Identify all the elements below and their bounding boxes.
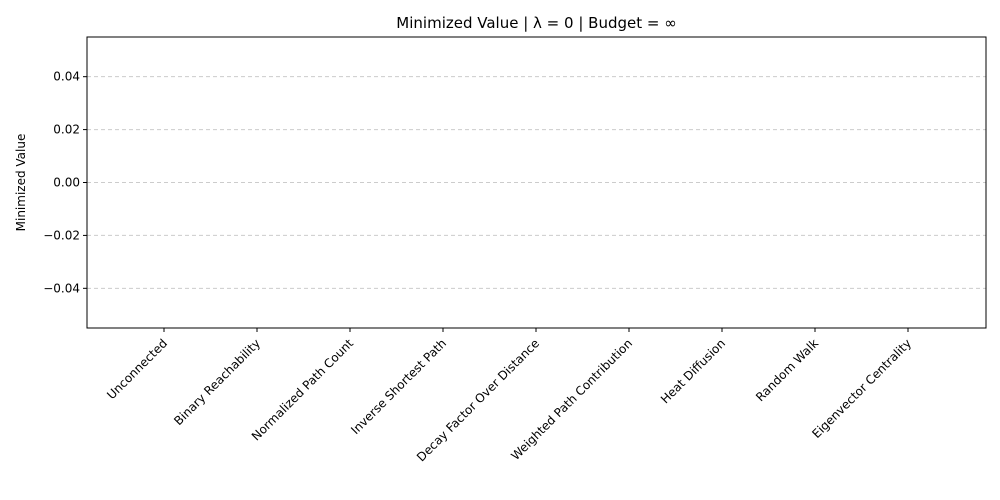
y-tick-label: 0.04 xyxy=(53,70,80,84)
y-tick-label: −0.04 xyxy=(43,281,80,295)
grid-lines xyxy=(87,76,986,289)
x-tick-label: Unconnected xyxy=(104,336,170,402)
y-axis-ticks: −0.04 −0.02 0.00 0.02 0.04 xyxy=(43,70,87,295)
x-tick-label: Random Walk xyxy=(753,336,821,404)
x-tick-label: Heat Diffusion xyxy=(658,336,728,406)
x-axis-ticks: Unconnected Binary ReachabilityNormalized… xyxy=(104,328,914,464)
x-tick-label: Inverse Shortest Path xyxy=(348,336,449,437)
x-tick-label: Binary Reachability xyxy=(171,336,263,428)
chart-title: Minimized Value | λ = 0 | Budget = ∞ xyxy=(396,14,676,32)
y-tick-label: 0.02 xyxy=(53,123,80,137)
y-axis-title: Minimized Value xyxy=(14,134,28,232)
x-tick-label: Normalized Path Count xyxy=(249,336,356,443)
y-tick-label: 0.00 xyxy=(53,176,80,190)
y-tick-label: −0.02 xyxy=(43,228,80,242)
x-tick-label: Eigenvector Centrality xyxy=(809,336,914,441)
